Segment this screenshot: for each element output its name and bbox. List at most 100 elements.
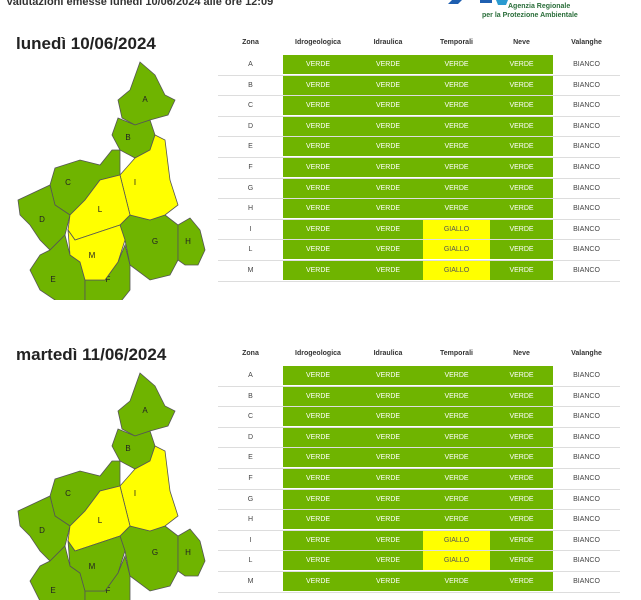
row-divider xyxy=(218,280,620,282)
zone-label: I xyxy=(134,489,136,498)
alert-cell: BIANCO xyxy=(553,137,620,157)
alert-cell: VERDE xyxy=(353,158,423,177)
row-divider xyxy=(218,488,620,490)
alert-cell: VERDE xyxy=(423,158,490,177)
row-divider xyxy=(218,259,620,261)
alert-cell: VERDE xyxy=(353,407,423,427)
alert-cell: BIANCO xyxy=(553,510,620,530)
zone-label: I xyxy=(134,178,136,187)
alert-cell: VERDE xyxy=(353,240,423,260)
alert-cell: VERDE xyxy=(353,178,423,198)
alert-cell: GIALLO xyxy=(423,551,490,571)
alert-cell: BIANCO xyxy=(553,386,620,406)
zone-label: M xyxy=(89,251,96,260)
alert-cell: GIALLO xyxy=(423,530,490,550)
alert-cell: VERDE xyxy=(490,219,553,239)
alert-cell: VERDE xyxy=(353,510,423,530)
zone-label: B xyxy=(125,133,130,142)
alert-cell: GIALLO xyxy=(423,261,490,280)
zone-cell: M xyxy=(247,578,254,585)
alert-cell: VERDE xyxy=(490,407,553,427)
alert-cell: VERDE xyxy=(283,75,353,95)
zone-cell: B xyxy=(248,392,253,400)
alert-cell: GIALLO xyxy=(423,219,490,239)
alert-cell: VERDE xyxy=(283,366,353,385)
alert-cell: VERDE xyxy=(423,137,490,157)
zone-region xyxy=(177,217,206,266)
zone-cell: H xyxy=(247,516,254,524)
column-header: Idraulica xyxy=(373,39,403,46)
zone-cell: I xyxy=(249,536,252,544)
alert-cell: VERDE xyxy=(423,407,490,427)
column-header: Valanghe xyxy=(571,350,602,357)
alert-cell: VERDE xyxy=(283,572,353,591)
zone-label: A xyxy=(142,95,148,104)
day-title: lunedì 10/06/2024 xyxy=(16,34,156,53)
zone-region xyxy=(29,545,86,600)
row-divider xyxy=(218,570,620,572)
zone-label: D xyxy=(39,215,45,224)
zone-map: A B C D E F G H I L M xyxy=(17,372,206,600)
alert-cell: VERDE xyxy=(423,448,490,468)
alert-cell: VERDE xyxy=(353,530,423,550)
alert-cell: BIANCO xyxy=(553,116,620,136)
alert-cell: VERDE xyxy=(283,219,353,239)
zone-label: B xyxy=(125,444,130,453)
zone-label: E xyxy=(50,275,55,284)
zone-label: M xyxy=(89,562,96,571)
alert-cell: VERDE xyxy=(353,427,423,447)
alert-cell: VERDE xyxy=(490,469,553,488)
alert-cell: BIANCO xyxy=(553,427,620,447)
row-divider xyxy=(218,239,620,241)
row-divider xyxy=(218,74,620,76)
alert-cell: BIANCO xyxy=(553,178,620,198)
alert-cell: VERDE xyxy=(490,510,553,530)
zone-region xyxy=(67,535,126,592)
alert-cell: VERDE xyxy=(283,55,353,74)
alert-cell: VERDE xyxy=(490,448,553,468)
alert-cell: VERDE xyxy=(283,96,353,116)
alert-cell: VERDE xyxy=(423,199,490,219)
row-divider xyxy=(218,115,620,117)
zone-label: F xyxy=(106,586,111,595)
alert-cell: VERDE xyxy=(283,448,353,468)
row-divider xyxy=(218,426,620,428)
row-divider xyxy=(218,406,620,408)
alert-cell: BIANCO xyxy=(553,572,620,591)
alert-cell: BIANCO xyxy=(553,366,620,385)
zone-cell: C xyxy=(247,413,254,421)
alert-cell: VERDE xyxy=(490,55,553,74)
column-header: Neve xyxy=(513,39,530,46)
zone-region xyxy=(177,528,206,577)
zone-label: G xyxy=(152,237,158,246)
alert-cell: VERDE xyxy=(490,551,553,571)
alert-cell: VERDE xyxy=(423,55,490,74)
row-divider xyxy=(218,136,620,138)
alert-cell: VERDE xyxy=(353,137,423,157)
row-divider xyxy=(218,177,620,179)
alert-cell: BIANCO xyxy=(553,448,620,468)
zone-label: D xyxy=(39,526,45,535)
alert-cell: VERDE xyxy=(423,366,490,385)
zone-label: H xyxy=(185,237,191,246)
alert-cell: VERDE xyxy=(490,240,553,260)
alert-cell: VERDE xyxy=(353,261,423,280)
alert-cell: VERDE xyxy=(353,469,423,488)
alert-cell: VERDE xyxy=(490,427,553,447)
row-divider xyxy=(218,156,620,158)
alert-cell: VERDE xyxy=(283,261,353,280)
alert-cell: VERDE xyxy=(490,178,553,198)
row-divider xyxy=(218,529,620,531)
row-divider xyxy=(218,550,620,552)
row-divider xyxy=(218,447,620,449)
zone-cell: A xyxy=(248,61,253,68)
zone-region xyxy=(117,61,176,126)
alert-cell: VERDE xyxy=(490,96,553,116)
zone-cell: H xyxy=(247,205,254,213)
alert-cell: VERDE xyxy=(353,551,423,571)
header-text: Valutazioni emesse lunedì 10/06/2024 all… xyxy=(6,0,274,8)
column-header: Idrogeologica xyxy=(295,39,341,46)
alert-cell: VERDE xyxy=(283,489,353,509)
zone-map: A B C D E F G H I L M xyxy=(17,61,206,300)
